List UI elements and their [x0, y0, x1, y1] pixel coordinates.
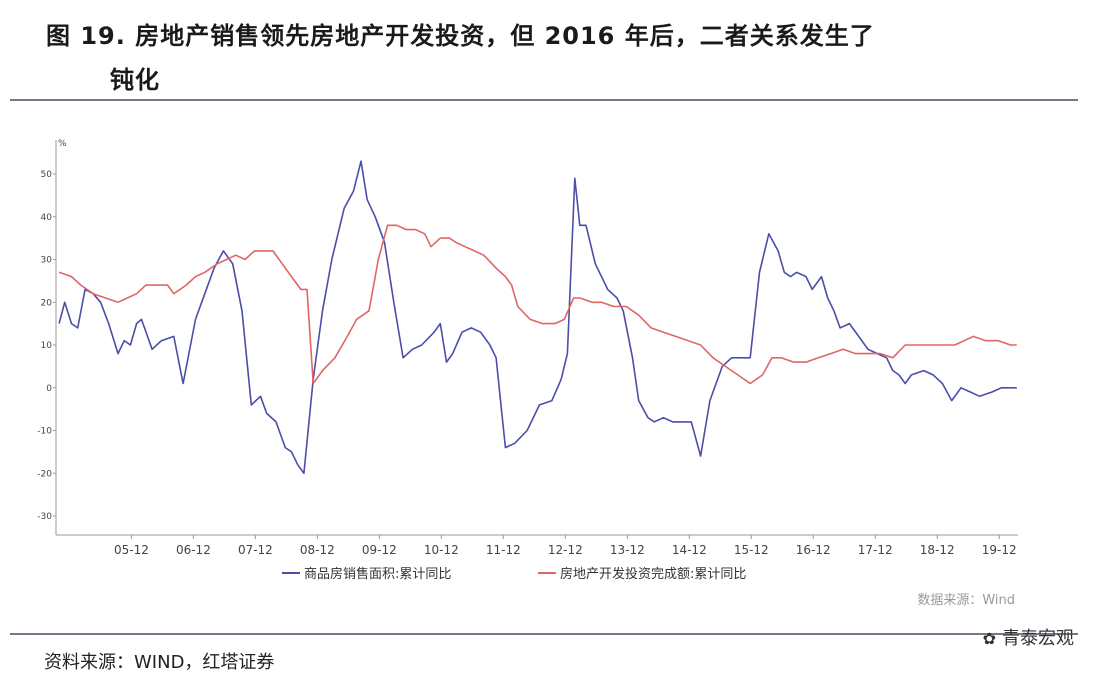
title-line-2: 钝化 [110, 66, 160, 94]
x-tick-label: 16-12 [796, 543, 831, 557]
x-tick-label: 06-12 [176, 543, 211, 557]
source-note: 资料来源：WIND，红塔证券 [44, 652, 275, 673]
y-tick-label: 20 [41, 298, 53, 308]
title-line-1: 图 19. 房地产销售领先房地产开发投资，但 2016 年后，二者关系发生了 [46, 22, 875, 50]
x-tick-label: 11-12 [486, 543, 521, 557]
chart-title: 图 19. 房地产销售领先房地产开发投资，但 2016 年后，二者关系发生了 钝… [46, 14, 1076, 102]
y-tick-label: -30 [37, 512, 52, 522]
series-line-2 [58, 224, 1017, 385]
x-tick-label: 09-12 [362, 543, 397, 557]
y-unit-label: % [58, 139, 67, 149]
top-divider [10, 99, 1078, 101]
legend-label-2: 房地产开发投资完成额:累计同比 [560, 566, 746, 582]
x-tick-label: 19-12 [982, 543, 1017, 557]
x-tick-label: 12-12 [548, 543, 583, 557]
bottom-divider [10, 633, 1078, 635]
x-tick-label: 05-12 [114, 543, 149, 557]
x-tick-label: 18-12 [920, 543, 955, 557]
x-tick-label: 08-12 [300, 543, 335, 557]
data-source-watermark: 数据来源：Wind [917, 593, 1015, 608]
y-tick-label: 30 [41, 256, 53, 266]
x-tick-label: 07-12 [238, 543, 273, 557]
x-tick-label: 15-12 [734, 543, 769, 557]
brand-name: 青泰宏观 [1002, 628, 1074, 649]
brand-watermark: ✿ 青泰宏观 [983, 624, 1074, 650]
x-tick-label: 13-12 [610, 543, 645, 557]
x-tick-label: 17-12 [858, 543, 893, 557]
y-tick-label: 0 [46, 384, 52, 394]
legend-label-1: 商品房销售面积:累计同比 [304, 566, 451, 582]
y-tick-label: -20 [37, 469, 52, 479]
y-tick-label: -10 [37, 427, 52, 437]
y-tick-label: 50 [41, 170, 53, 180]
y-tick-label: 40 [41, 213, 53, 223]
y-tick-label: 10 [41, 341, 53, 351]
x-tick-label: 10-12 [424, 543, 459, 557]
wechat-icon: ✿ [982, 629, 996, 648]
series-line-1 [58, 160, 1017, 475]
x-tick-label: 14-12 [672, 543, 707, 557]
